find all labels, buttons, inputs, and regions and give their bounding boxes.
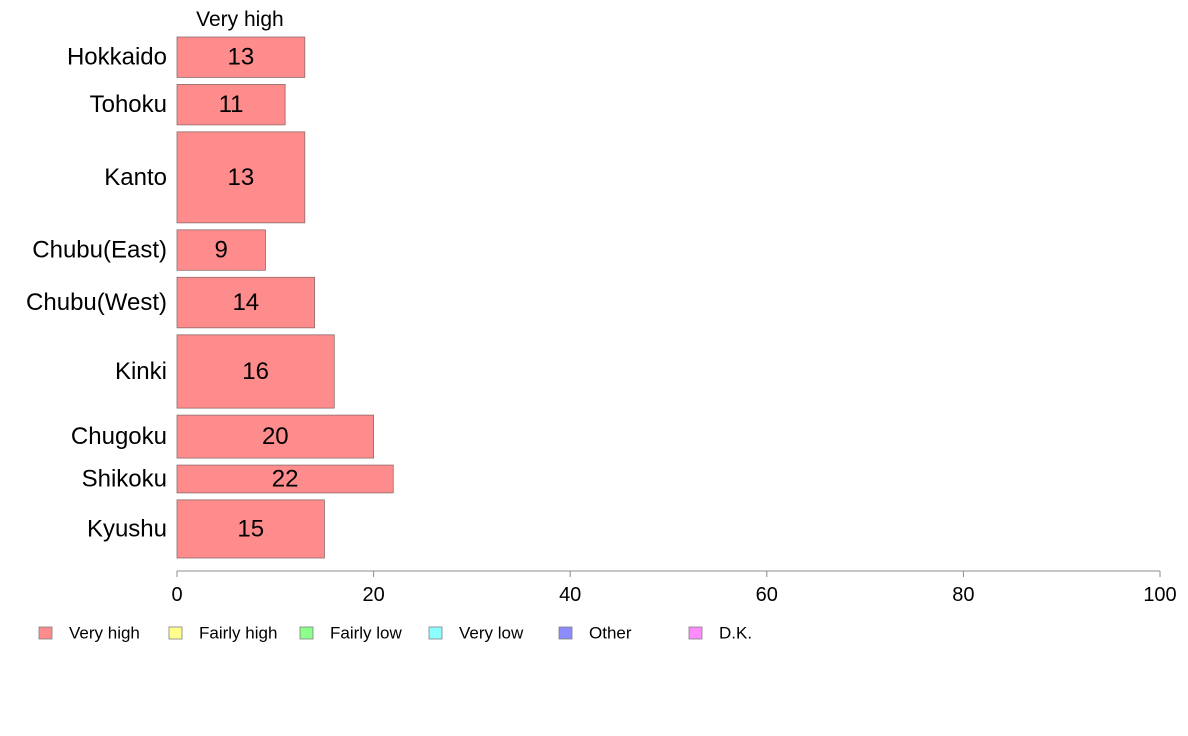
legend-swatch (168, 626, 183, 640)
category-label: Shikoku (82, 465, 167, 492)
category-label: Hokkaido (67, 44, 167, 71)
legend-swatch (428, 626, 443, 640)
legend-swatch (688, 626, 703, 640)
data-label: 20 (262, 423, 289, 450)
category-label: Chubu(East) (32, 237, 167, 264)
x-tick-label: 0 (171, 584, 182, 606)
legend-label: Fairly low (330, 624, 403, 643)
category-label: Chubu(West) (26, 289, 167, 316)
legend-label: Very low (459, 624, 524, 643)
legend-label: Very high (69, 624, 140, 643)
legend-label: D.K. (719, 624, 752, 643)
x-tick-label: 20 (362, 584, 384, 606)
data-label: 14 (232, 289, 259, 316)
bar-chubu-west (176, 276, 316, 329)
bar-shikoku (176, 464, 394, 494)
x-tick-label: 80 (952, 584, 974, 606)
x-tick-label: 40 (559, 584, 581, 606)
bar-chubu-east (176, 229, 266, 271)
bar-hokkaido (176, 36, 306, 78)
category-label: Kinki (115, 358, 167, 385)
data-label: 22 (272, 465, 299, 492)
legend-swatch (299, 626, 314, 640)
legend-label: Fairly high (199, 624, 277, 643)
data-label: 16 (242, 358, 269, 385)
bar-chugoku (176, 414, 375, 459)
legend-swatch (558, 626, 573, 640)
data-label: 13 (228, 164, 255, 191)
bar-kanto (176, 131, 306, 224)
bar-group: 13 Hokkaido 11 Tohoku 13 Kanto 9 Chubu(East) 14 C… (26, 36, 394, 559)
x-axis: 0 20 40 60 80 100 (171, 570, 1177, 606)
category-label: Kanto (104, 164, 167, 191)
x-tick-label: 100 (1143, 584, 1176, 606)
category-label: Chugoku (71, 423, 167, 450)
category-label: Tohoku (90, 91, 167, 118)
bar-kinki (176, 334, 335, 409)
data-label: 13 (228, 44, 255, 71)
x-tick-label: 60 (756, 584, 778, 606)
data-label: 9 (215, 237, 228, 264)
legend-label: Other (589, 624, 632, 643)
bar-tohoku (176, 84, 286, 126)
column-header: Very high (196, 8, 284, 31)
bar-kyushu (176, 499, 325, 559)
data-label: 15 (237, 515, 264, 542)
legend: Very high Fairly high Fairly low Very low Ot… (38, 624, 752, 643)
category-label: Kyushu (87, 515, 167, 542)
data-label: 11 (219, 91, 244, 118)
legend-swatch (38, 626, 53, 640)
